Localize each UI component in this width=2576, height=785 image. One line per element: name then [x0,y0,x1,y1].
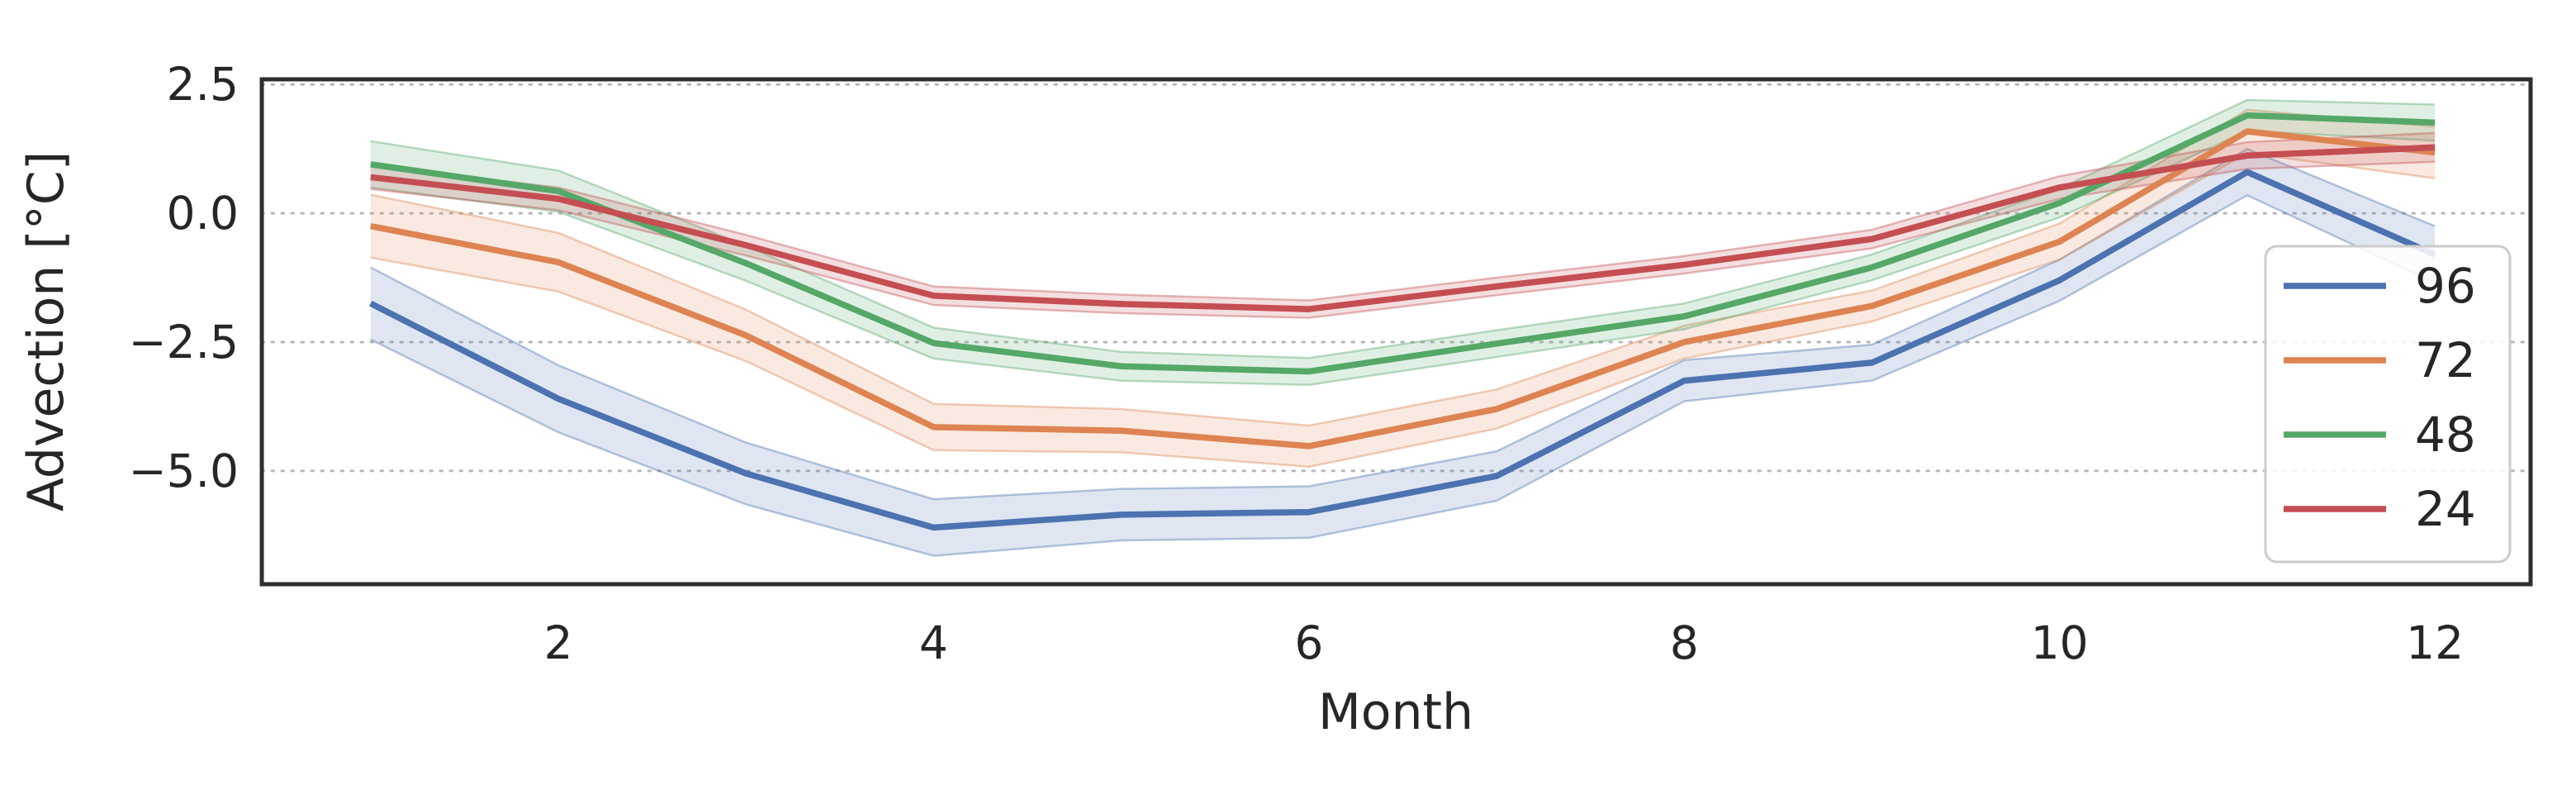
series-band-lower-edge-96 [370,194,2436,557]
legend-label-24: 24 [2415,481,2476,537]
series-band-48 [370,99,2436,385]
gridlines-layer [260,83,2532,473]
series-band-96 [370,149,2436,556]
series-band-upper-edge-72 [370,108,2436,427]
legend-label-72: 72 [2415,332,2476,388]
series-line-48 [370,112,2436,375]
series-line-96 [369,169,2436,531]
y-tick-label: 2.5 [167,58,239,111]
x-tick-label: 12 [2406,616,2464,669]
series-band-upper-edge-48 [370,98,2436,359]
confidence-bands-layer [370,98,2436,557]
series-band-lower-edge-48 [370,130,2436,386]
plot-frame [259,77,2533,587]
legend-label-48: 48 [2415,407,2476,463]
x-tick-label: 4 [919,616,948,669]
series-band-upper-edge-24 [370,131,2436,302]
legend: 96 72 48 24 [2264,245,2512,564]
axes-frame-layer [259,77,2533,587]
series-lines-layer [369,112,2436,531]
x-tick-label: 10 [2031,616,2089,669]
x-tick-label: 2 [543,616,572,669]
y-tick-label: −2.5 [128,316,239,369]
legend-label-96: 96 [2415,258,2476,314]
x-tick-labels-layer: 2 4 6 8 10 12 [543,616,2464,669]
series-line-72 [370,128,2436,450]
series-line-24 [370,144,2436,312]
y-tick-label: −5.0 [128,445,239,497]
series-band-upper-edge-96 [370,147,2436,501]
series-band-24 [370,132,2436,318]
x-axis-label: Month [1318,683,1473,741]
y-tick-label: 0.0 [167,187,239,240]
series-band-lower-edge-72 [370,151,2436,469]
x-tick-label: 8 [1670,616,1699,669]
y-tick-labels-layer: 2.5 0.0 −2.5 −5.0 [128,58,239,497]
x-tick-label: 6 [1294,616,1323,669]
legend-box [2264,245,2512,564]
y-axis-label: Advection [°C] [17,151,75,511]
